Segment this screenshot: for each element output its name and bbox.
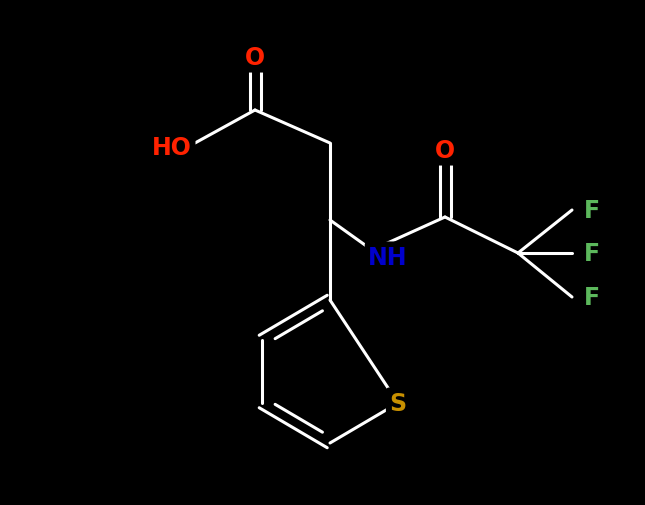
- Text: S: S: [390, 391, 406, 415]
- Text: F: F: [584, 241, 600, 266]
- Text: F: F: [584, 285, 600, 310]
- Text: O: O: [435, 139, 455, 163]
- Text: O: O: [245, 46, 265, 70]
- Text: F: F: [584, 198, 600, 223]
- Text: HO: HO: [152, 136, 192, 160]
- Text: NH: NH: [368, 245, 408, 270]
